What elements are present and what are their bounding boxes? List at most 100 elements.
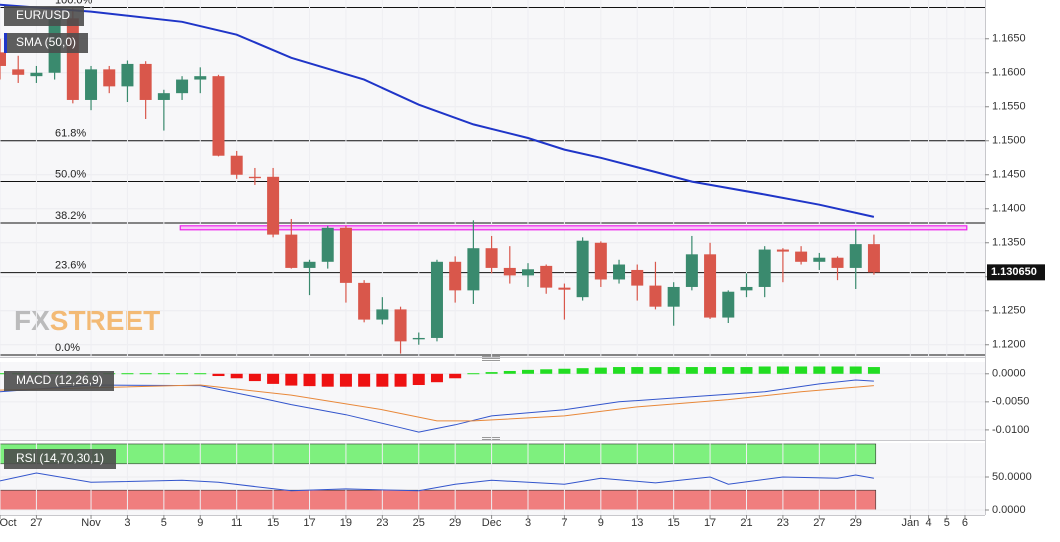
fib-label: 100.0% xyxy=(55,0,93,6)
y-tick-label: 1.1400 xyxy=(992,203,1026,215)
candle-body xyxy=(394,309,407,342)
candle-body xyxy=(758,249,771,287)
x-tick-label: 21 xyxy=(740,517,752,529)
histogram-bar xyxy=(558,368,571,374)
y-tick-label: 1.1500 xyxy=(992,135,1026,147)
x-tick-label: 27 xyxy=(813,517,825,529)
x-tick-label: 25 xyxy=(413,517,425,529)
rsi-band xyxy=(0,443,877,465)
x-tick-label: 23 xyxy=(777,517,789,529)
candle-body xyxy=(540,265,553,288)
candle-body xyxy=(267,176,280,235)
x-tick-label: Dec xyxy=(482,517,502,529)
fib-label: 38.2% xyxy=(55,210,86,222)
y-tick-label: 1.1450 xyxy=(992,169,1026,181)
histogram-bar xyxy=(430,373,443,383)
marks-layer xyxy=(0,3,968,492)
x-tick-label: 3 xyxy=(124,517,130,529)
y-tick-label: 1.1350 xyxy=(992,237,1026,249)
histogram-bar xyxy=(849,366,862,374)
histogram-bar xyxy=(194,373,207,375)
price-panel xyxy=(0,0,985,357)
candle-body xyxy=(121,63,134,87)
candle-body xyxy=(285,234,298,268)
histogram-bar xyxy=(394,373,407,387)
histogram-bar xyxy=(176,373,189,375)
candle-body xyxy=(248,176,261,179)
histogram-bar xyxy=(522,369,535,374)
candle-body xyxy=(867,244,880,273)
candle-body xyxy=(230,155,243,175)
histogram-bar xyxy=(613,367,626,374)
legend-box xyxy=(4,371,114,391)
histogram-bar xyxy=(758,366,771,374)
histogram-bar xyxy=(776,366,789,374)
candle-body xyxy=(376,309,389,320)
histogram-bar xyxy=(576,368,589,374)
rsi-band xyxy=(0,489,877,511)
candle-body xyxy=(467,248,480,291)
histogram-bar xyxy=(358,373,371,387)
histogram-bar xyxy=(649,367,662,374)
histogram-bar xyxy=(121,373,134,375)
histogram-bar xyxy=(813,366,826,374)
x-tick-label: 5 xyxy=(161,517,167,529)
candle-body xyxy=(485,248,498,268)
candle-body xyxy=(813,257,826,262)
candle-body xyxy=(522,269,535,276)
x-tick-label: 3 xyxy=(525,517,531,529)
fib-label: 50.0% xyxy=(55,168,86,180)
x-tick-label: 9 xyxy=(197,517,203,529)
histogram-bar xyxy=(285,373,298,386)
candle-body xyxy=(303,261,316,268)
histogram-bar xyxy=(376,373,389,387)
candle-body xyxy=(558,287,571,290)
candle-body xyxy=(831,257,844,268)
candle-body xyxy=(358,282,371,320)
x-tick-label: 9 xyxy=(598,517,604,529)
watermark-part: FX xyxy=(14,305,50,336)
y-tick-label: 0.0000 xyxy=(992,368,1026,380)
histogram-bar xyxy=(831,366,844,374)
x-tick-label: 15 xyxy=(668,517,680,529)
sma-line xyxy=(0,3,875,218)
histogram-bar xyxy=(248,373,261,382)
candle-body xyxy=(12,69,25,75)
candle-body xyxy=(849,244,862,268)
x-tick-label: 17 xyxy=(303,517,315,529)
histogram-bar xyxy=(303,373,316,387)
histogram-bar xyxy=(594,367,607,374)
y-tick-label: 0.0000 xyxy=(992,504,1026,516)
histogram-bar xyxy=(449,373,462,379)
x-tick-label: 23 xyxy=(376,517,388,529)
candle-body xyxy=(30,72,43,77)
x-tick-label: 6 xyxy=(962,517,968,529)
histogram-bar xyxy=(467,373,480,375)
candle-body xyxy=(722,291,735,318)
candle-body xyxy=(613,264,626,280)
histogram-bar xyxy=(339,373,352,387)
histogram-bar xyxy=(867,367,880,374)
histogram-bar xyxy=(795,366,808,374)
y-tick-label: 1.1200 xyxy=(992,339,1026,351)
macd-line xyxy=(0,384,874,422)
fib-label: 23.6% xyxy=(55,260,86,272)
y-tick-label: 1.1250 xyxy=(992,305,1026,317)
candle-body xyxy=(194,76,207,80)
x-tick-label: 29 xyxy=(449,517,461,529)
y-tick-label: 1.1600 xyxy=(992,67,1026,79)
candle-body xyxy=(576,240,589,298)
histogram-bar xyxy=(157,373,170,375)
candle-body xyxy=(795,251,808,262)
histogram-bar xyxy=(321,373,334,387)
candle-body xyxy=(412,337,425,340)
candle-body xyxy=(594,242,607,280)
candle-body xyxy=(176,79,189,94)
x-tick-label: Oct xyxy=(0,517,17,529)
legend-label: SMA (50,0) xyxy=(16,35,76,49)
candle-body xyxy=(503,267,516,276)
histogram-bar xyxy=(485,372,498,374)
labels-layer: 1.12001.12501.13001.13501.14001.14501.15… xyxy=(0,0,1045,529)
histogram-bar xyxy=(667,367,680,374)
